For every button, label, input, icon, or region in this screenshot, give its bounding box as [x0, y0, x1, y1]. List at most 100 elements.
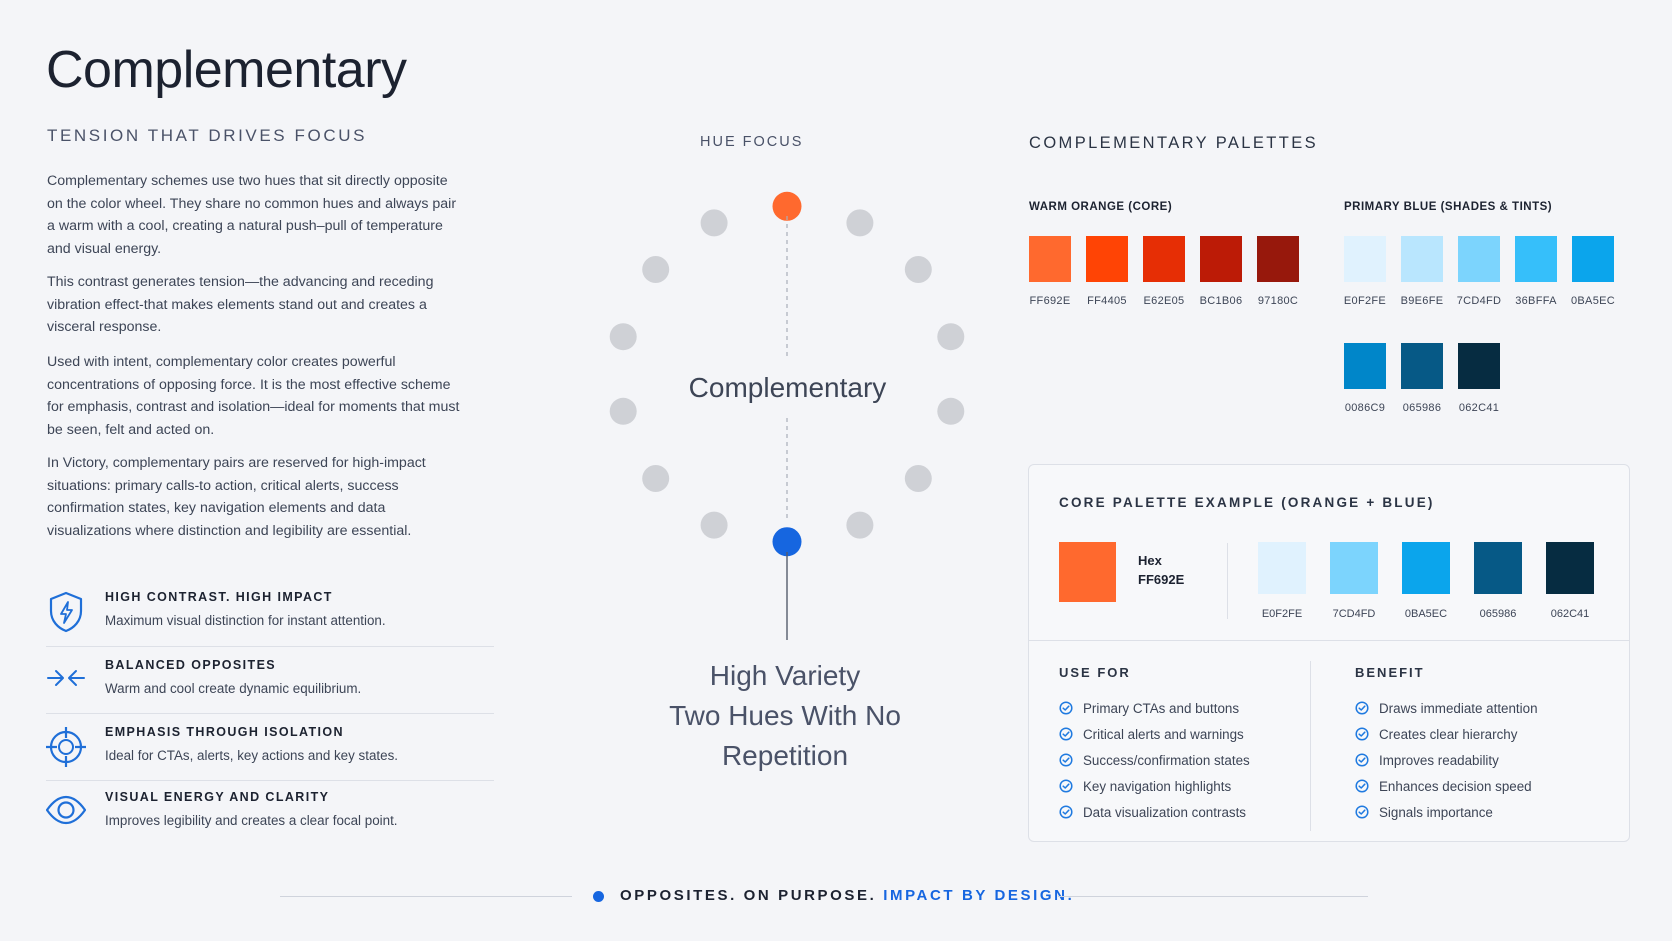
swatch-code: BC1B06 [1199, 295, 1243, 307]
color-swatch: FF692E [1029, 236, 1071, 307]
feature-divider [46, 646, 494, 647]
check-circle-icon [1059, 805, 1073, 819]
list-item: Improves readability [1355, 747, 1538, 773]
swatch-code: 97180C [1257, 295, 1299, 307]
list-item: Critical alerts and warnings [1059, 721, 1250, 747]
color-swatch: 062C41 [1546, 542, 1594, 620]
blue-palette-label: PRIMARY BLUE (SHADES & TINTS) [1344, 201, 1553, 213]
footer-text: OPPOSITES. ON PURPOSE. [620, 887, 877, 904]
footer-tagline: OPPOSITES. ON PURPOSE. IMPACT BY DESIGN. [620, 887, 1074, 904]
swatch-code: 0086C9 [1344, 402, 1386, 414]
wheel-center-label: Complementary [688, 372, 887, 403]
swatch-code: B9E6FE [1400, 295, 1444, 307]
feature-desc: Ideal for CTAs, alerts, key actions and … [105, 748, 398, 763]
color-swatch: 065986 [1474, 542, 1522, 620]
hue-dot [642, 256, 670, 283]
page-title: Complementary [46, 41, 407, 99]
swatch-chip [1344, 236, 1386, 282]
list-item-label: Draws immediate attention [1379, 700, 1538, 716]
hex-value: FF692E [1138, 572, 1185, 587]
color-swatch: 7CD4FD [1457, 236, 1501, 307]
list-item-label: Primary CTAs and buttons [1083, 700, 1240, 716]
tagline-line: High Variety [709, 660, 861, 691]
swatch-chip [1458, 343, 1500, 389]
hue-dot [700, 511, 728, 539]
check-circle-icon [1355, 805, 1369, 819]
swatch-code: E0F2FE [1343, 295, 1387, 307]
list-item-label: Improves readability [1379, 752, 1499, 768]
color-swatch: 0BA5EC [1402, 542, 1450, 620]
hue-dot [904, 256, 932, 283]
feature-title: HIGH CONTRAST. HIGH IMPACT [105, 590, 333, 604]
swatch-chip [1401, 236, 1443, 282]
list-item-label: Enhances decision speed [1379, 778, 1532, 794]
warm-palette-label: WARM ORANGE (CORE) [1029, 201, 1173, 213]
feature-emphasis-isolation: EMPHASIS THROUGH ISOLATION Ideal for CTA… [46, 721, 494, 783]
color-swatch: FF4405 [1086, 236, 1128, 307]
swatch-code: 062C41 [1550, 608, 1590, 620]
swatch-chip [1474, 542, 1522, 594]
hue-dot [904, 465, 932, 492]
feature-divider [46, 713, 494, 714]
shield-bolt-icon [46, 590, 86, 633]
feature-desc: Maximum visual distinction for instant a… [105, 613, 386, 628]
hue-dot [609, 397, 637, 425]
color-swatch: E0F2FE [1344, 236, 1386, 307]
swatch-chip [1086, 236, 1128, 282]
feature-desc: Warm and cool create dynamic equilibrium… [105, 681, 362, 696]
list-item-label: Success/confirmation states [1083, 752, 1250, 768]
color-swatch: 7CD4FD [1330, 542, 1378, 620]
feature-visual-energy: VISUAL ENERGY AND CLARITY Improves legib… [45, 786, 494, 848]
check-circle-icon [1355, 753, 1369, 767]
feature-balanced-opposites: BALANCED OPPOSITES Warm and cool create … [46, 654, 494, 716]
color-swatch: 062C41 [1458, 343, 1500, 414]
list-item: Enhances decision speed [1355, 773, 1538, 799]
list-item: Primary CTAs and buttons [1059, 695, 1250, 721]
feature-title: VISUAL ENERGY AND CLARITY [105, 790, 330, 804]
list-item: Draws immediate attention [1355, 695, 1538, 721]
swatch-chip [1515, 236, 1557, 282]
check-circle-icon [1355, 701, 1369, 715]
swatch-chip [1546, 542, 1594, 594]
footer-line-left [280, 896, 572, 897]
color-swatch: 0BA5EC [1571, 236, 1615, 307]
tagline-line: Repetition [721, 740, 849, 771]
swatch-chip [1401, 343, 1443, 389]
footer-line-right [1058, 896, 1368, 897]
color-swatch: B9E6FE [1401, 236, 1443, 307]
swatch-code: E62E05 [1143, 295, 1185, 307]
victory-paragraph: In Victory, complementary pairs are rese… [47, 455, 426, 539]
list-item: Key navigation highlights [1059, 773, 1250, 799]
swatch-chip [1143, 236, 1185, 282]
swatch-chip [1258, 542, 1306, 594]
check-circle-icon [1059, 753, 1073, 767]
check-circle-icon [1355, 779, 1369, 793]
card-column-divider [1310, 661, 1311, 831]
color-swatch: E0F2FE [1258, 542, 1306, 620]
palettes-heading: COMPLEMENTARY PALETTES [1029, 134, 1319, 152]
list-item-label: Signals importance [1379, 804, 1493, 820]
swatch-chip [1458, 236, 1500, 282]
color-swatch: E62E05 [1143, 236, 1185, 307]
intro-paragraph: Complementary schemes use two hues that … [47, 173, 457, 257]
swatch-code: 065986 [1402, 402, 1442, 414]
list-item-label: Key navigation highlights [1083, 778, 1232, 794]
opposing-arrows-icon [46, 658, 86, 698]
swatch-code: 0BA5EC [1404, 608, 1448, 620]
color-swatch: 065986 [1401, 343, 1443, 414]
swatch-chip [1200, 236, 1242, 282]
check-circle-icon [1059, 701, 1073, 715]
benefit-title: BENEFIT [1355, 665, 1425, 680]
feature-high-contrast: HIGH CONTRAST. HIGH IMPACT Maximum visua… [46, 586, 494, 648]
swatch-chip [1344, 343, 1386, 389]
swatch-code: 0BA5EC [1571, 295, 1615, 307]
footer-accent: IMPACT BY DESIGN. [883, 887, 1075, 904]
swatch-chip [1572, 236, 1614, 282]
swatch-code: FF692E [1029, 295, 1071, 307]
hue-dot [609, 323, 637, 351]
swatch-chip [1330, 542, 1378, 594]
hue-dot [700, 209, 728, 237]
swatch-code: E0F2FE [1261, 608, 1303, 620]
color-swatch: 0086C9 [1344, 343, 1386, 414]
hue-dot [937, 397, 965, 425]
